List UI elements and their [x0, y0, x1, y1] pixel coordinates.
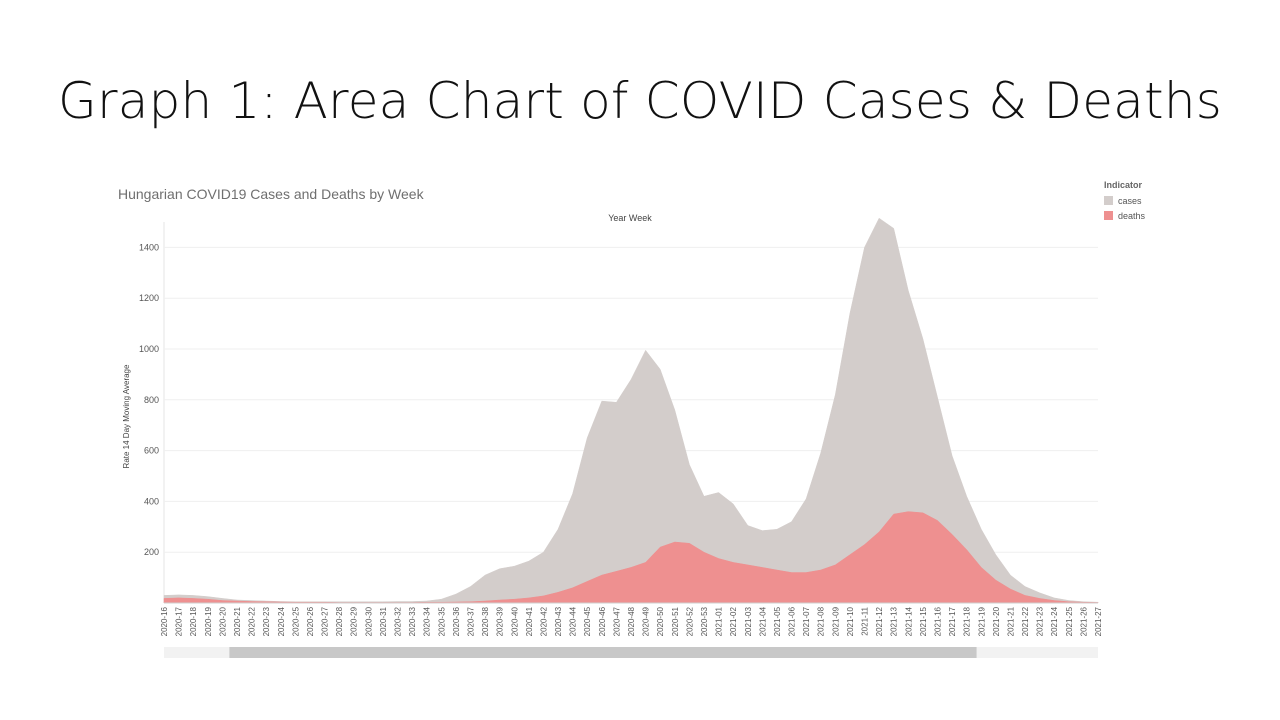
- x-tick-label: 2020-32: [394, 606, 403, 636]
- x-tick-label: 2021-03: [744, 606, 753, 636]
- x-tick-label: 2021-20: [992, 606, 1001, 636]
- scrollbar-thumb[interactable]: [229, 647, 977, 658]
- x-tick-label: 2020-39: [496, 606, 505, 636]
- x-tick-label: 2020-26: [306, 606, 315, 636]
- x-tick-label: 2020-21: [233, 606, 242, 636]
- legend-item-cases[interactable]: cases: [1104, 193, 1145, 208]
- x-tick-label: 2020-34: [423, 606, 432, 636]
- legend-title: Indicator: [1104, 180, 1143, 190]
- x-tick-label: 2021-24: [1050, 606, 1059, 636]
- x-tick-label: 2020-40: [510, 606, 519, 636]
- x-axis-title: Year Week: [608, 213, 652, 223]
- x-tick-label: 2020-31: [379, 606, 388, 636]
- x-tick-label: 2021-12: [875, 606, 884, 636]
- y-tick-label: 800: [144, 395, 159, 405]
- x-tick-label: 2020-35: [437, 606, 446, 636]
- x-tick-label: 2020-42: [539, 606, 548, 636]
- x-tick-label: 2021-19: [977, 606, 986, 636]
- x-tick-label: 2020-33: [408, 606, 417, 636]
- x-tick-label: 2020-23: [262, 606, 271, 636]
- x-tick-label: 2020-41: [525, 606, 534, 636]
- y-tick-label: 1000: [139, 344, 159, 354]
- x-tick-label: 2021-09: [831, 606, 840, 636]
- area-cases: [163, 217, 1099, 604]
- x-tick-label: 2021-13: [890, 606, 899, 636]
- legend: Indicator cases deaths: [1104, 180, 1145, 223]
- x-tick-label: 2021-04: [758, 606, 767, 636]
- x-tick-label: 2020-19: [204, 606, 213, 636]
- x-tick-label: 2021-10: [846, 606, 855, 636]
- x-tick-label: 2021-15: [919, 606, 928, 636]
- x-tick-label: 2020-49: [642, 606, 651, 636]
- x-tick-label: 2021-01: [715, 606, 724, 636]
- x-tick-label: 2020-52: [685, 606, 694, 636]
- legend-label-cases: cases: [1118, 195, 1142, 206]
- legend-swatch-cases: [1104, 196, 1113, 205]
- x-tick-label: 2021-21: [1006, 606, 1015, 636]
- x-tick-label: 2021-26: [1079, 606, 1088, 636]
- slide-title: Graph 1: Area Chart of COVID Cases & Dea…: [58, 72, 1222, 130]
- x-tick-label: 2020-47: [612, 606, 621, 636]
- x-tick-label: 2021-27: [1094, 606, 1103, 636]
- x-tick-label: 2021-17: [948, 606, 957, 636]
- x-tick-label: 2020-22: [248, 606, 257, 636]
- x-tick-label: 2021-05: [773, 606, 782, 636]
- x-tick-label: 2021-02: [729, 606, 738, 636]
- y-tick-label: 1200: [139, 293, 159, 303]
- x-tick-label: 2020-25: [291, 606, 300, 636]
- x-tick-label: 2021-25: [1065, 606, 1074, 636]
- x-tick-label: 2020-24: [277, 606, 286, 636]
- x-tick-label: 2021-06: [788, 606, 797, 636]
- x-tick-label: 2020-38: [481, 606, 490, 636]
- x-tick-label: 2020-44: [569, 606, 578, 636]
- x-tick-label: 2020-53: [700, 606, 709, 636]
- x-tick-label: 2020-30: [364, 606, 373, 636]
- x-tick-label: 2020-51: [671, 606, 680, 636]
- x-tick-label: 2020-29: [350, 606, 359, 636]
- x-tick-label: 2020-43: [554, 606, 563, 636]
- legend-swatch-deaths: [1104, 211, 1113, 220]
- x-tick-label: 2020-28: [335, 606, 344, 636]
- x-tick-label: 2020-37: [467, 606, 476, 636]
- x-tick-label: 2021-18: [963, 606, 972, 636]
- x-tick-label: 2021-08: [817, 606, 826, 636]
- x-tick-label: 2020-50: [656, 606, 665, 636]
- legend-item-deaths[interactable]: deaths: [1104, 208, 1145, 223]
- x-tick-label: 2020-17: [175, 606, 184, 636]
- y-tick-label: 600: [144, 446, 159, 456]
- x-tick-label: 2020-18: [189, 606, 198, 636]
- y-tick-label: 400: [144, 496, 159, 506]
- x-tick-label: 2020-20: [218, 606, 227, 636]
- y-tick-label: 200: [144, 547, 159, 557]
- x-tick-label: 2020-36: [452, 606, 461, 636]
- x-tick-label: 2020-46: [598, 606, 607, 636]
- x-tick-label: 2021-23: [1036, 606, 1045, 636]
- x-tick-label: 2020-45: [583, 606, 592, 636]
- chart-title: Hungarian COVID19 Cases and Deaths by We…: [118, 186, 424, 202]
- area-deaths: [163, 511, 1099, 604]
- x-tick-label: 2021-14: [904, 606, 913, 636]
- y-tick-label: 1400: [139, 242, 159, 252]
- legend-label-deaths: deaths: [1118, 210, 1146, 221]
- x-tick-label: 2021-22: [1021, 606, 1030, 636]
- x-tick-label: 2021-16: [934, 606, 943, 636]
- x-tick-label: 2021-11: [861, 606, 870, 635]
- x-tick-label: 2020-48: [627, 606, 636, 636]
- x-tick-label: 2020-27: [321, 606, 330, 636]
- x-tick-label: 2020-16: [160, 606, 169, 636]
- y-axis-title: Rate 14 Day Moving Average: [122, 364, 131, 468]
- x-tick-label: 2021-07: [802, 606, 811, 636]
